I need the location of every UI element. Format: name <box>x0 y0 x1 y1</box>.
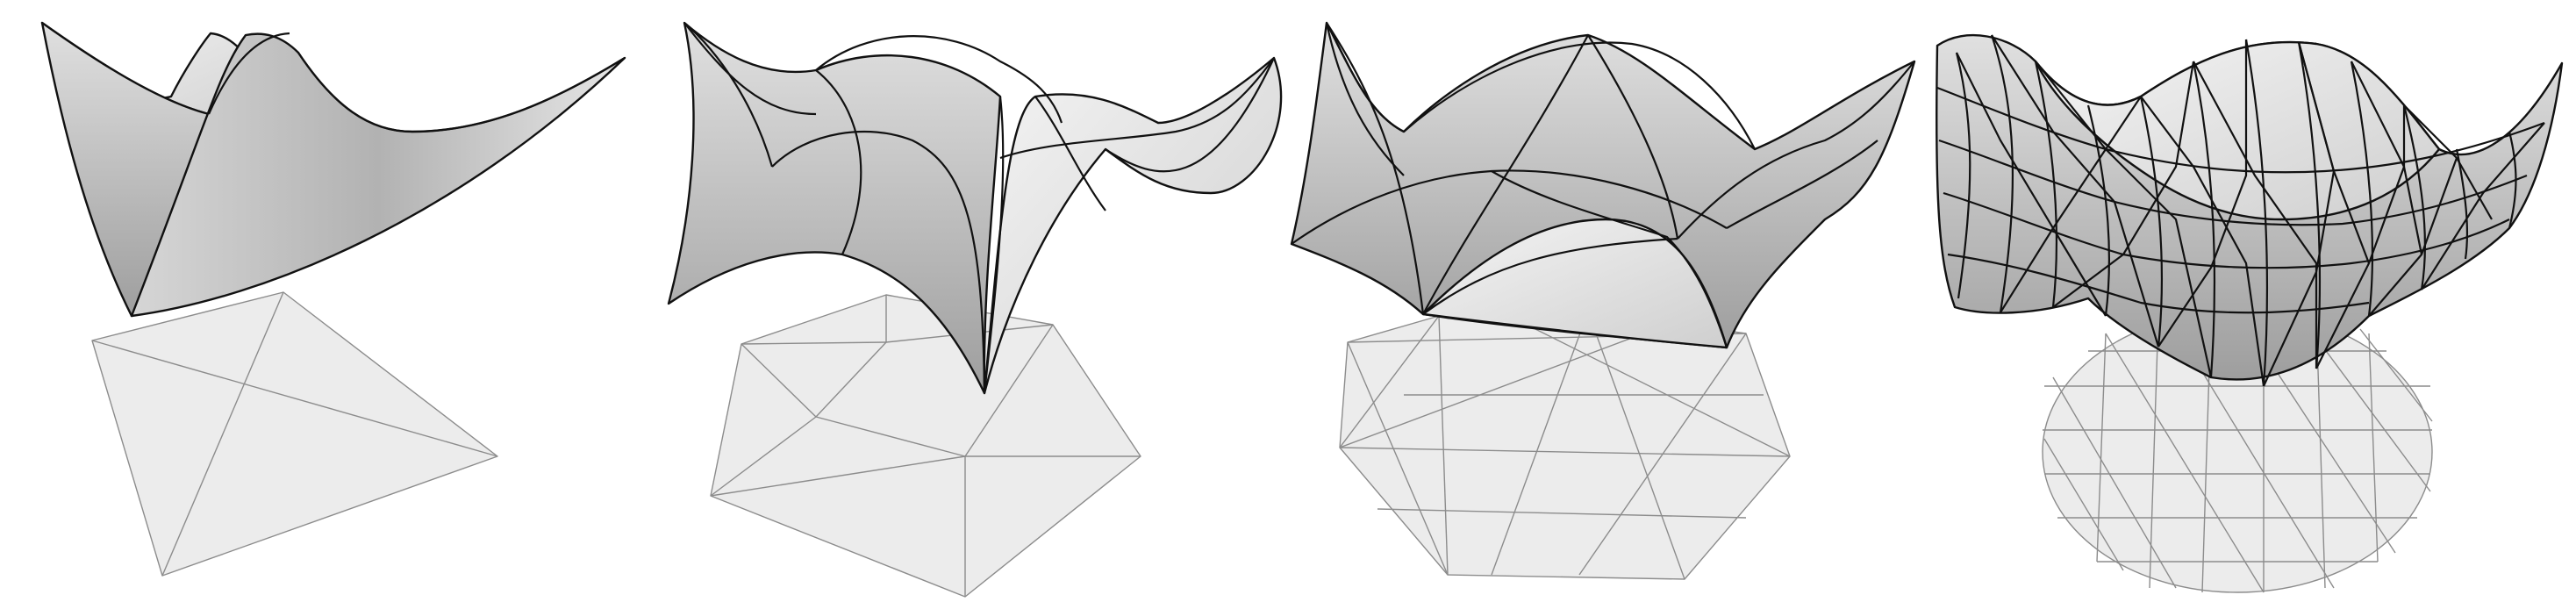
panel-3 <box>1290 21 1916 580</box>
panel-3-surface <box>1290 21 1916 349</box>
panel-1-domain-mesh <box>91 291 498 577</box>
panel-1 <box>40 21 626 577</box>
panel-2-domain-mesh <box>710 294 1141 598</box>
panel-4 <box>1935 34 2564 593</box>
panel-4-surface <box>1935 34 2564 387</box>
panel-2-surface <box>667 21 1283 395</box>
panel-2 <box>667 21 1283 598</box>
panel-1-surface <box>40 21 626 318</box>
panel-4-domain-mesh <box>2042 311 2433 593</box>
panel-3-domain-mesh <box>1339 311 1791 580</box>
